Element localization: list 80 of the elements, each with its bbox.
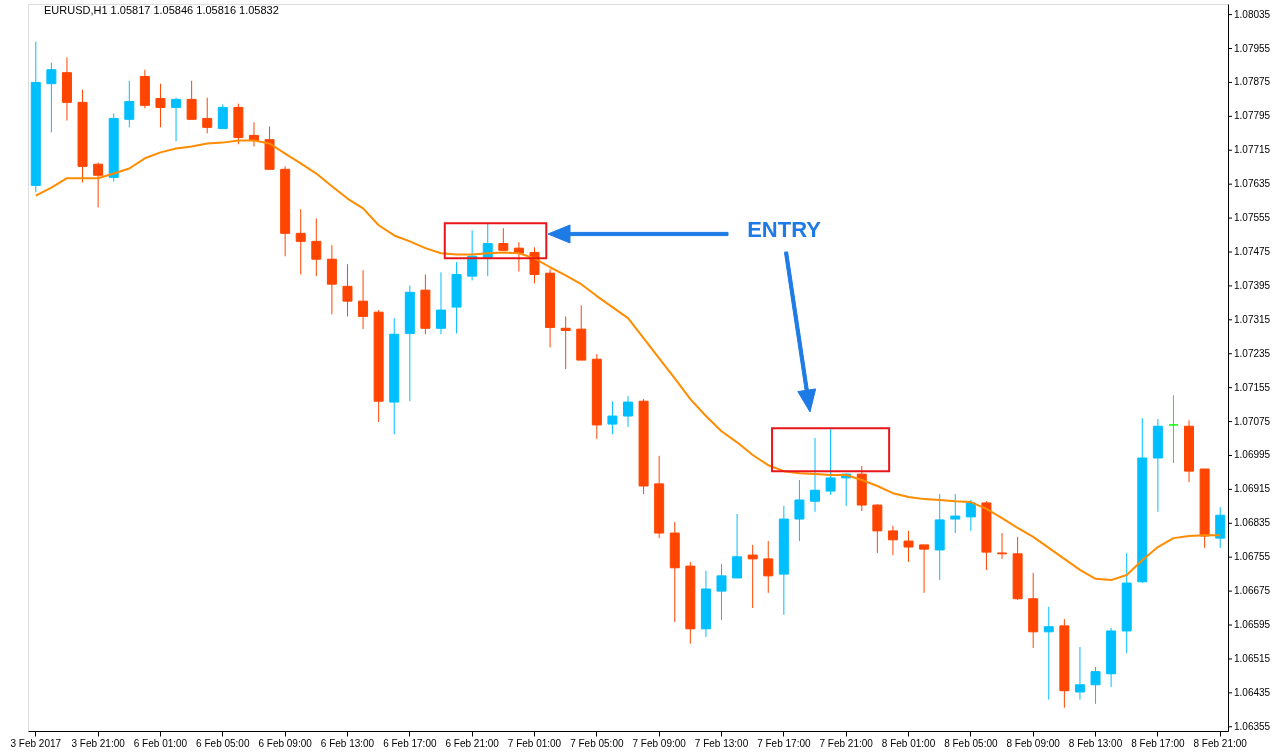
x-tick-label: 7 Feb 13:00: [694, 737, 749, 749]
candlestick: [794, 479, 805, 542]
candlestick: [171, 97, 182, 142]
candlestick: [607, 400, 618, 435]
x-tick-label: 7 Feb 01:00: [507, 737, 562, 749]
candlestick: [810, 437, 821, 513]
y-tick-label: 1.07475: [1234, 245, 1271, 257]
x-tick-label: 8 Feb 13:00: [1068, 737, 1123, 749]
y-tick-label: 1.07395: [1234, 279, 1271, 291]
candlestick: [887, 525, 898, 556]
candlestick: [1215, 506, 1226, 549]
y-tick-label: 1.06675: [1234, 585, 1271, 597]
candlestick: [467, 229, 478, 281]
candlestick: [560, 315, 571, 370]
x-tick-label: 6 Feb 13:00: [320, 737, 375, 749]
y-tick-label: 1.06595: [1234, 619, 1271, 631]
candlestick: [311, 218, 322, 277]
candlestick: [202, 97, 213, 134]
candlestick: [950, 493, 961, 534]
candlestick: [93, 162, 104, 208]
candlestick: [1168, 394, 1179, 464]
x-tick-label: 6 Feb 17:00: [383, 737, 437, 749]
x-tick-label: 6 Feb 21:00: [445, 737, 500, 749]
y-tick-label: 1.07235: [1234, 347, 1271, 359]
y-tick-label: 1.06755: [1234, 551, 1271, 563]
candlestick: [46, 62, 57, 133]
y-tick-label: 1.07075: [1234, 415, 1271, 427]
candlestick: [358, 269, 369, 330]
y-tick-label: 1.06915: [1234, 483, 1271, 495]
candlestick: [498, 227, 509, 251]
candlestick: [435, 271, 446, 335]
x-tick-label: 7 Feb 09:00: [632, 737, 687, 749]
y-tick-label: 1.07315: [1234, 313, 1271, 325]
candlestick: [825, 427, 836, 496]
x-tick-label: 3 Feb 2017: [10, 737, 62, 749]
y-tick-label: 1.07715: [1234, 144, 1271, 156]
candlestick: [217, 103, 228, 130]
y-tick-label: 1.07795: [1234, 110, 1271, 122]
candlestick: [623, 395, 633, 428]
candlestick: [1074, 646, 1085, 701]
x-tick-label: 8 Feb 01:00: [881, 737, 936, 749]
x-tick-label: 6 Feb 09:00: [258, 737, 313, 749]
candlestick: [342, 263, 353, 317]
candlestick: [732, 513, 743, 579]
y-tick-label: 1.07875: [1234, 76, 1271, 88]
x-tick-label: 8 Feb 21:00: [1193, 737, 1248, 749]
x-tick-label: 6 Feb 05:00: [196, 737, 250, 749]
x-tick-label: 7 Feb 05:00: [570, 737, 624, 749]
y-tick-label: 1.07635: [1234, 178, 1271, 190]
y-tick-label: 1.06435: [1234, 686, 1271, 698]
y-tick-label: 1.06995: [1234, 449, 1271, 461]
y-tick-label: 1.07555: [1234, 212, 1271, 224]
x-tick-label: 6 Feb 01:00: [133, 737, 188, 749]
x-tick-label: 3 Feb 21:00: [71, 737, 126, 749]
candlestick: [1043, 606, 1054, 701]
x-tick-label: 8 Feb 09:00: [1006, 737, 1061, 749]
y-tick-label: 1.06515: [1234, 652, 1271, 664]
y-tick-label: 1.06835: [1234, 517, 1271, 529]
candlestick: [295, 208, 306, 275]
candlestick: [763, 540, 774, 594]
x-tick-label: 7 Feb 21:00: [819, 737, 874, 749]
candlestick: [124, 80, 135, 128]
y-tick-label: 1.08035: [1234, 8, 1271, 20]
candlestick: [716, 563, 727, 621]
candlestick: [186, 80, 197, 120]
candlestick: [997, 532, 1008, 560]
candlestick: [747, 544, 758, 609]
y-tick-label: 1.07955: [1234, 42, 1271, 54]
candlestick: [965, 499, 976, 532]
candlestick: [1090, 666, 1101, 705]
y-tick-label: 1.07155: [1234, 381, 1271, 393]
candlestick: [919, 544, 930, 594]
chart-title: EURUSD,H1 1.05817 1.05846 1.05816 1.05832: [44, 4, 279, 16]
x-tick-label: 8 Feb 17:00: [1131, 737, 1185, 749]
annotation: ENTRY: [747, 217, 822, 242]
y-tick-label: 1.06355: [1234, 720, 1271, 732]
candlestick: [155, 83, 166, 128]
x-tick-label: 8 Feb 05:00: [944, 737, 998, 749]
x-tick-label: 7 Feb 17:00: [757, 737, 811, 749]
candlestick: [903, 530, 914, 563]
